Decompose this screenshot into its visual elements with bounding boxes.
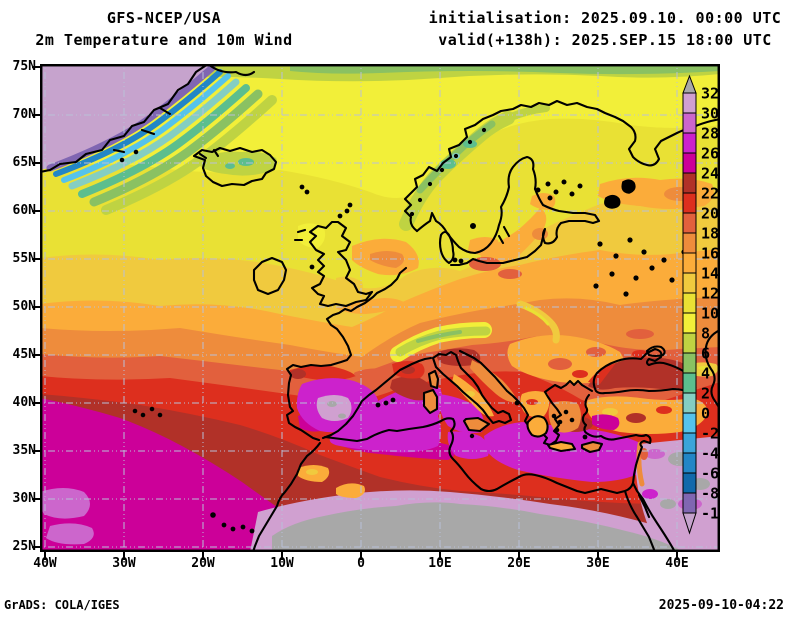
map-plot-area: 32302826242220181614121086420-2-4-6-8-10 bbox=[40, 64, 720, 552]
model-title: GFS-NCEP/USA bbox=[18, 7, 310, 29]
colorbar-tick-label: -10 bbox=[701, 505, 720, 523]
colorbar-tick-label: 20 bbox=[701, 205, 719, 223]
colorbar-tick-label: 26 bbox=[701, 145, 719, 163]
lat-tick-label: 60N bbox=[2, 203, 36, 218]
lon-tick bbox=[202, 552, 204, 560]
lon-tick bbox=[360, 552, 362, 560]
colorbar-tick-label: 32 bbox=[701, 85, 719, 103]
lat-tick bbox=[32, 210, 40, 212]
colorbar-segment bbox=[683, 113, 696, 133]
colorbar-tick-label: 12 bbox=[701, 285, 719, 303]
lat-tick bbox=[32, 402, 40, 404]
colorbar-tick-label: -4 bbox=[701, 445, 719, 463]
colorbar-segment bbox=[683, 393, 696, 413]
colorbar-segment bbox=[683, 173, 696, 193]
colorbar-segment bbox=[683, 93, 696, 113]
lon-tick bbox=[518, 552, 520, 560]
temperature-field bbox=[40, 64, 720, 552]
colorbar-segment bbox=[683, 353, 696, 373]
colorbar-segment bbox=[683, 193, 696, 213]
lat-tick bbox=[32, 450, 40, 452]
colorbar-segment bbox=[683, 413, 696, 433]
colorbar-tick-label: -6 bbox=[701, 465, 719, 483]
colorbar-segment bbox=[683, 273, 696, 293]
colorbar-segment bbox=[683, 313, 696, 333]
colorbar-segment bbox=[683, 153, 696, 173]
lat-tick-label: 30N bbox=[2, 491, 36, 506]
colorbar-tick-label: 16 bbox=[701, 245, 719, 263]
lat-tick-label: 65N bbox=[2, 155, 36, 170]
lat-tick bbox=[32, 162, 40, 164]
colorbar-tick-label: -2 bbox=[701, 425, 719, 443]
colorbar-segment bbox=[683, 233, 696, 253]
colorbar-tick-label: 22 bbox=[701, 185, 719, 203]
lat-tick-label: 55N bbox=[2, 251, 36, 266]
lon-tick bbox=[676, 552, 678, 560]
colorbar-tick-label: 24 bbox=[701, 165, 719, 183]
colorbar-tick-label: 6 bbox=[701, 345, 710, 363]
colorbar-tick-label: 2 bbox=[701, 385, 710, 403]
variable-subtitle: 2m Temperature and 10m Wind bbox=[18, 29, 310, 51]
colorbar-segment bbox=[683, 473, 696, 493]
lat-tick-label: 75N bbox=[2, 59, 36, 74]
colorbar-segment bbox=[683, 213, 696, 233]
title-block: GFS-NCEP/USA 2m Temperature and 10m Wind bbox=[18, 7, 310, 51]
colorbar-segment bbox=[683, 453, 696, 473]
lat-tick-label: 40N bbox=[2, 395, 36, 410]
lon-tick bbox=[597, 552, 599, 560]
colorbar-tick-label: 18 bbox=[701, 225, 719, 243]
valid-time: valid(+138h): 2025.SEP.15 18:00 UTC bbox=[418, 29, 792, 51]
lon-tick bbox=[44, 552, 46, 560]
lat-tick bbox=[32, 66, 40, 68]
lat-tick-label: 45N bbox=[2, 347, 36, 362]
lat-tick-label: 35N bbox=[2, 443, 36, 458]
colorbar-tick-label: 4 bbox=[701, 365, 710, 383]
lat-tick bbox=[32, 306, 40, 308]
lon-tick bbox=[123, 552, 125, 560]
colorbar-tick-label: -8 bbox=[701, 485, 719, 503]
temperature-map: 32302826242220181614121086420-2-4-6-8-10 bbox=[40, 64, 720, 552]
creation-timestamp: 2025-09-10-04:22 bbox=[659, 598, 784, 613]
colorbar-segment bbox=[683, 253, 696, 273]
lat-tick bbox=[32, 354, 40, 356]
grads-attribution: GrADS: COLA/IGES bbox=[4, 598, 120, 612]
lat-tick-label: 70N bbox=[2, 107, 36, 122]
colorbar-segment bbox=[683, 133, 696, 153]
colorbar-segment bbox=[683, 333, 696, 353]
lon-tick bbox=[281, 552, 283, 560]
lat-tick bbox=[32, 258, 40, 260]
colorbar-tick-label: 28 bbox=[701, 125, 719, 143]
lat-tick-label: 25N bbox=[2, 539, 36, 554]
colorbar-segment bbox=[683, 493, 696, 513]
lat-tick-label: 50N bbox=[2, 299, 36, 314]
lat-tick bbox=[32, 546, 40, 548]
colorbar: 32302826242220181614121086420-2-4-6-8-10 bbox=[683, 76, 720, 533]
colorbar-segment bbox=[683, 293, 696, 313]
colorbar-tick-label: 14 bbox=[701, 265, 719, 283]
colorbar-tick-label: 10 bbox=[701, 305, 719, 323]
initialisation-time: initialisation: 2025.09.10. 00:00 UTC bbox=[418, 7, 792, 29]
validity-block: initialisation: 2025.09.10. 00:00 UTC va… bbox=[418, 7, 792, 51]
colorbar-segment bbox=[683, 373, 696, 393]
lat-tick bbox=[32, 114, 40, 116]
colorbar-tick-label: 0 bbox=[701, 405, 710, 423]
colorbar-segment bbox=[683, 433, 696, 453]
colorbar-tick-label: 8 bbox=[701, 325, 710, 343]
colorbar-tick-label: 30 bbox=[701, 105, 719, 123]
weather-map-page: GFS-NCEP/USA 2m Temperature and 10m Wind… bbox=[0, 0, 800, 618]
lat-tick bbox=[32, 498, 40, 500]
lon-tick bbox=[439, 552, 441, 560]
